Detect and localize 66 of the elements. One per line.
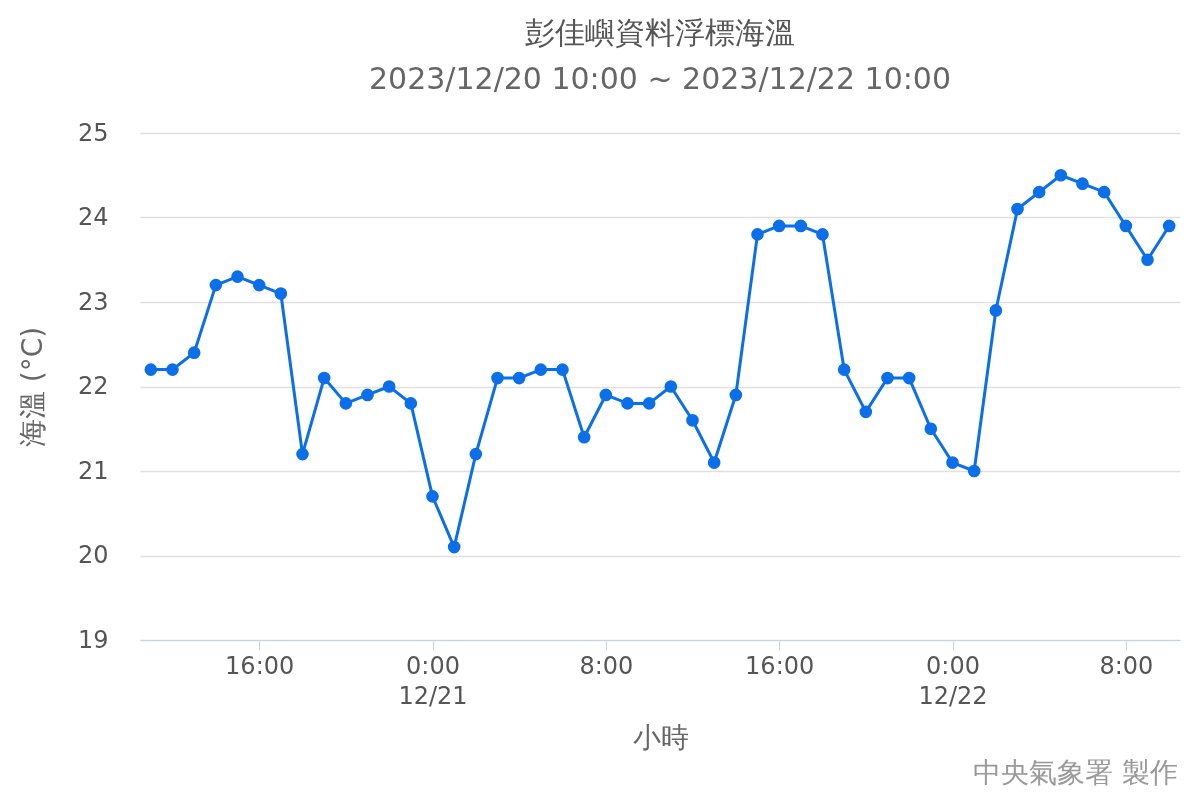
point [686, 413, 699, 427]
point [859, 405, 873, 419]
x-axis-title: 小時 [632, 720, 689, 754]
point [577, 430, 591, 444]
text: 中央氣象署 製作 [973, 755, 1178, 791]
point [469, 447, 483, 461]
point [166, 363, 179, 376]
point [729, 388, 743, 402]
point [512, 371, 526, 385]
point [772, 219, 786, 233]
chart-title: 彭佳嶼資料浮標海溫 [525, 15, 795, 50]
point [642, 397, 656, 410]
point [231, 270, 244, 283]
point [556, 363, 569, 376]
point [491, 371, 504, 385]
y-tick-label: 22 [77, 372, 109, 400]
x-tick-label: 0:00 12/22 [918, 651, 988, 710]
point [902, 371, 916, 385]
point [404, 397, 418, 410]
point [621, 397, 634, 410]
point [361, 388, 374, 402]
point [426, 490, 439, 503]
point [144, 363, 158, 376]
x-tick-label: 16:00 [225, 651, 295, 680]
point [252, 278, 266, 292]
point [209, 278, 223, 292]
point [1011, 202, 1024, 216]
point [881, 371, 894, 385]
point [794, 219, 808, 233]
y-tick-label: 20 [77, 541, 109, 569]
point [1032, 185, 1046, 199]
point [187, 346, 201, 360]
point [924, 422, 938, 436]
point [1141, 253, 1154, 267]
point [1097, 185, 1111, 199]
point [837, 363, 851, 376]
y-axis-title: 海溫 (°C) [15, 326, 49, 448]
y-tick-label: 21 [77, 456, 109, 485]
y-tick-label: 23 [77, 287, 109, 316]
point [664, 380, 678, 393]
point [967, 464, 981, 478]
point [382, 380, 396, 393]
point [339, 397, 353, 410]
point [946, 456, 959, 469]
point [447, 540, 461, 554]
y-tick-label: 19 [77, 625, 109, 654]
point [1162, 219, 1176, 233]
point [816, 228, 829, 241]
x-tick-label: 0:00 12/21 [398, 651, 468, 710]
point [274, 287, 288, 300]
x-tick-label: 8:00 [1099, 651, 1154, 680]
point [1119, 219, 1133, 233]
x-tick-label: 16:00 [745, 651, 815, 680]
point [534, 363, 548, 376]
y-tick-label: 25 [77, 118, 109, 147]
x-tick-label: 8:00 [579, 651, 634, 680]
point [296, 447, 309, 461]
point [1076, 177, 1089, 191]
y-tick-label: 24 [77, 203, 109, 231]
point [599, 388, 613, 402]
point [1054, 168, 1068, 182]
point [751, 228, 764, 241]
chart-subtitle: 2023/12/20 10:00 ~ 2023/12/22 10:00 [368, 61, 952, 96]
point [317, 371, 331, 385]
point [707, 456, 721, 469]
point [989, 304, 1003, 317]
